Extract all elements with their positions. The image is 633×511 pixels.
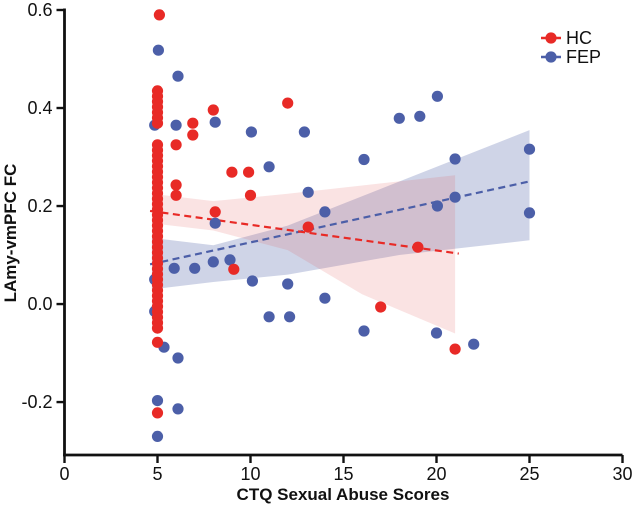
data-point-fep <box>172 352 184 364</box>
y-tick-label: 0.6 <box>27 0 52 20</box>
data-point-hc <box>151 407 164 419</box>
data-point-hc <box>170 139 182 151</box>
data-point-fep <box>319 206 331 218</box>
x-tick-label: 10 <box>240 464 260 484</box>
data-point-fep <box>468 338 480 350</box>
x-axis-title: CTQ Sexual Abuse Scores <box>237 485 450 504</box>
legend-marker-hc-icon <box>545 32 557 44</box>
data-point-fep <box>263 161 275 173</box>
data-point-fep <box>152 44 164 56</box>
data-point-fep <box>414 110 426 122</box>
data-point-fep <box>298 126 310 138</box>
x-tick-label: 0 <box>59 464 69 484</box>
data-point-hc <box>243 166 255 178</box>
data-point-fep <box>170 119 182 131</box>
data-point-hc <box>153 9 165 21</box>
x-tick-label: 20 <box>426 464 446 484</box>
regression-lines <box>149 179 532 266</box>
data-point-fep <box>172 403 184 415</box>
legend-label-hc: HC <box>566 28 592 48</box>
data-point-fep <box>189 262 201 274</box>
y-tick-label: 0.4 <box>27 98 52 118</box>
data-point-hc <box>375 301 387 313</box>
data-point-hc <box>151 322 164 334</box>
data-point-fep <box>393 112 405 124</box>
data-point-fep <box>284 311 296 323</box>
data-point-hc <box>412 241 424 253</box>
data-point-fep <box>172 70 184 82</box>
data-point-hc <box>449 343 461 355</box>
data-point-fep <box>246 275 258 287</box>
regression-line-fep <box>149 179 532 266</box>
data-point-hc <box>151 336 164 348</box>
data-point-fep <box>168 262 180 274</box>
data-point-hc <box>228 263 240 275</box>
data-point-fep <box>151 395 164 407</box>
data-points <box>149 9 536 442</box>
data-point-hc <box>170 189 182 201</box>
data-point-fep <box>282 278 294 290</box>
data-point-fep <box>263 311 275 323</box>
data-point-fep <box>224 254 236 266</box>
data-point-fep <box>209 217 221 229</box>
data-point-hc <box>226 166 238 178</box>
regression-line-hc <box>149 209 459 255</box>
data-point-hc <box>187 129 199 141</box>
data-point-hc <box>282 97 294 109</box>
data-point-fep <box>209 116 221 128</box>
data-point-fep <box>430 327 443 339</box>
data-point-fep <box>358 325 370 337</box>
data-point-fep <box>431 90 443 102</box>
y-axis-title: LAmy-vmPFC FC <box>1 164 20 303</box>
legend-marker-fep-icon <box>545 51 557 63</box>
data-point-hc <box>244 189 257 201</box>
y-tick-label: -0.2 <box>21 392 52 412</box>
x-tick-label: 25 <box>519 464 539 484</box>
data-point-hc <box>187 117 199 129</box>
data-point-fep <box>449 191 461 203</box>
x-tick-label: 15 <box>333 464 353 484</box>
data-point-fep <box>523 143 536 155</box>
data-point-hc <box>207 104 219 116</box>
data-point-fep <box>207 256 219 268</box>
x-tick-label: 5 <box>152 464 162 484</box>
data-point-fep <box>245 126 257 138</box>
data-point-fep <box>449 153 461 165</box>
confidence-bands <box>151 130 530 334</box>
legend-item-fep: FEP <box>541 47 601 67</box>
data-point-fep <box>523 207 536 219</box>
data-point-hc <box>151 117 164 129</box>
data-point-hc <box>170 179 182 191</box>
data-point-hc <box>302 221 314 233</box>
data-point-fep <box>151 430 164 442</box>
data-point-fep <box>431 200 443 212</box>
x-tick-label: 30 <box>612 464 632 484</box>
y-tick-label: 0.2 <box>27 196 52 216</box>
data-point-hc <box>209 206 221 218</box>
y-tick-label: 0.0 <box>27 294 52 314</box>
legend-label-fep: FEP <box>566 47 601 67</box>
data-point-fep <box>302 186 314 198</box>
data-point-fep <box>358 153 370 166</box>
axes: 0.6 0.4 0.2 0.0 -0.2 0 5 10 15 20 25 30 <box>21 0 632 484</box>
data-point-fep <box>319 292 331 304</box>
legend-item-hc: HC <box>541 28 592 48</box>
legend: HC FEP <box>541 28 601 67</box>
